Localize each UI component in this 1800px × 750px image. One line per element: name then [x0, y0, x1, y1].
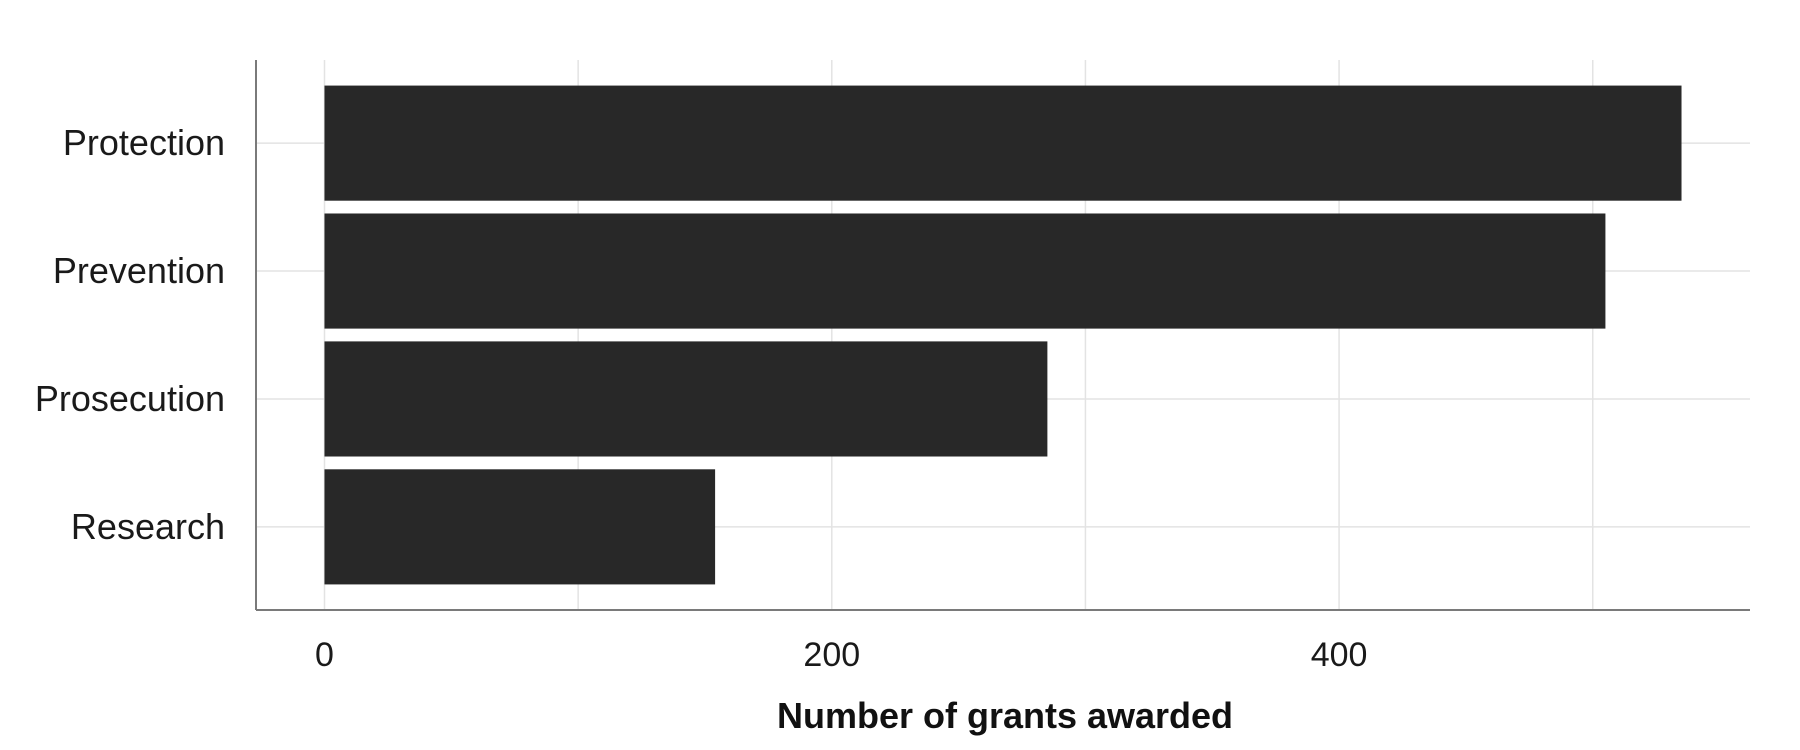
x-tick-label: 0 [315, 636, 334, 674]
bar-prevention [324, 213, 1606, 329]
bar-research [324, 469, 716, 585]
axes [255, 60, 1750, 611]
bar-protection [324, 85, 1682, 201]
bars [324, 85, 1682, 585]
x-tick-label: 400 [1311, 636, 1368, 674]
y-tick-label-research: Research [71, 506, 225, 547]
y-tick-label-prevention: Prevention [53, 250, 225, 291]
category-labels: Protection Prevention Prosecution Research [35, 122, 225, 547]
x-tick-label: 200 [803, 636, 860, 674]
x-axis-title: Number of grants awarded [777, 695, 1233, 736]
y-tick-label-protection: Protection [63, 122, 225, 163]
x-tick-labels: 0 200 400 [315, 636, 1367, 674]
bar-prosecution [324, 341, 1048, 457]
y-tick-label-prosecution: Prosecution [35, 378, 225, 419]
